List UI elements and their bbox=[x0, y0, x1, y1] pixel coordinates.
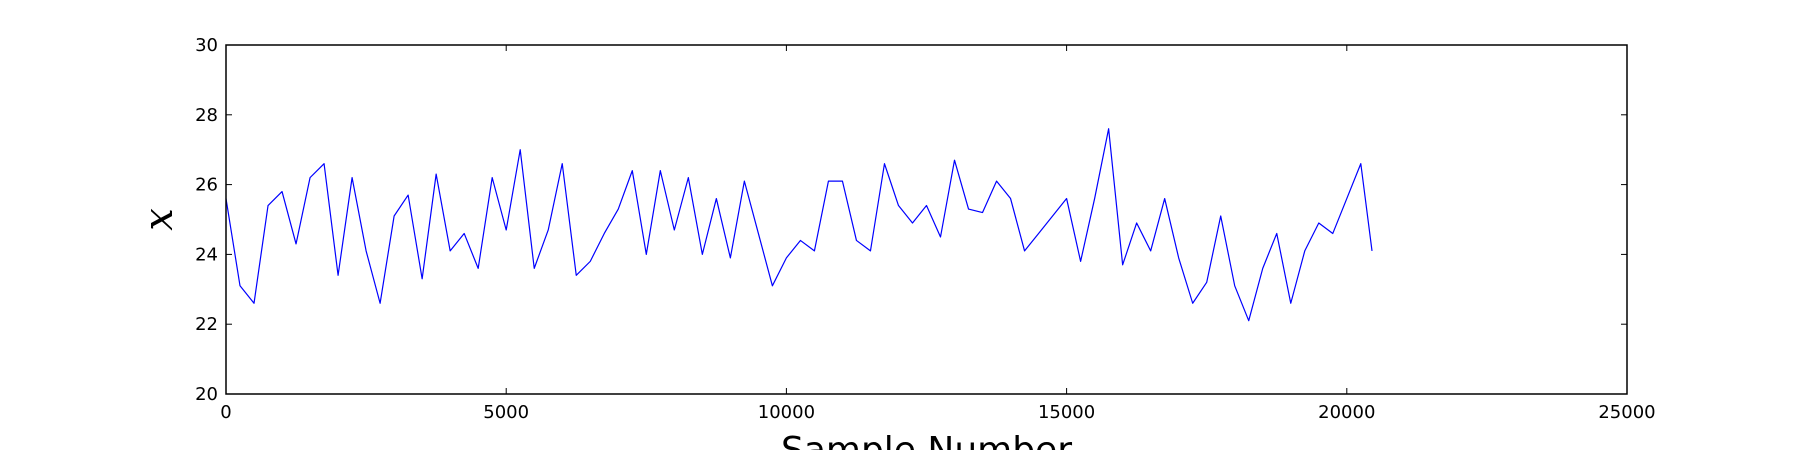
y-axis: 20 22 24 26 28 30 bbox=[195, 35, 1627, 405]
x-tick-label: 25000 bbox=[1598, 402, 1655, 423]
y-tick-label: 30 bbox=[195, 35, 218, 56]
axes-frame bbox=[225, 44, 1628, 395]
y-axis-label: x bbox=[136, 208, 182, 231]
y-tick-label: 26 bbox=[195, 175, 218, 196]
x-tick-label: 15000 bbox=[1038, 402, 1095, 423]
plot-area bbox=[225, 44, 1628, 395]
x-axis: 0 5000 10000 15000 20000 25000 bbox=[220, 45, 1656, 423]
x-tick-label: 5000 bbox=[483, 402, 529, 423]
y-tick-label: 22 bbox=[195, 314, 218, 335]
series-layer bbox=[225, 128, 1373, 322]
series-line-0 bbox=[225, 128, 1373, 322]
y-tick-label: 20 bbox=[195, 384, 218, 405]
x-tick-label: 20000 bbox=[1318, 402, 1375, 423]
axes-background bbox=[226, 45, 1627, 394]
x-axis-label: Sample Number bbox=[781, 430, 1072, 450]
y-tick-label: 28 bbox=[195, 105, 218, 126]
y-tick-label: 24 bbox=[195, 244, 218, 265]
x-tick-label: 0 bbox=[220, 402, 231, 423]
x-tick-label: 10000 bbox=[758, 402, 815, 423]
